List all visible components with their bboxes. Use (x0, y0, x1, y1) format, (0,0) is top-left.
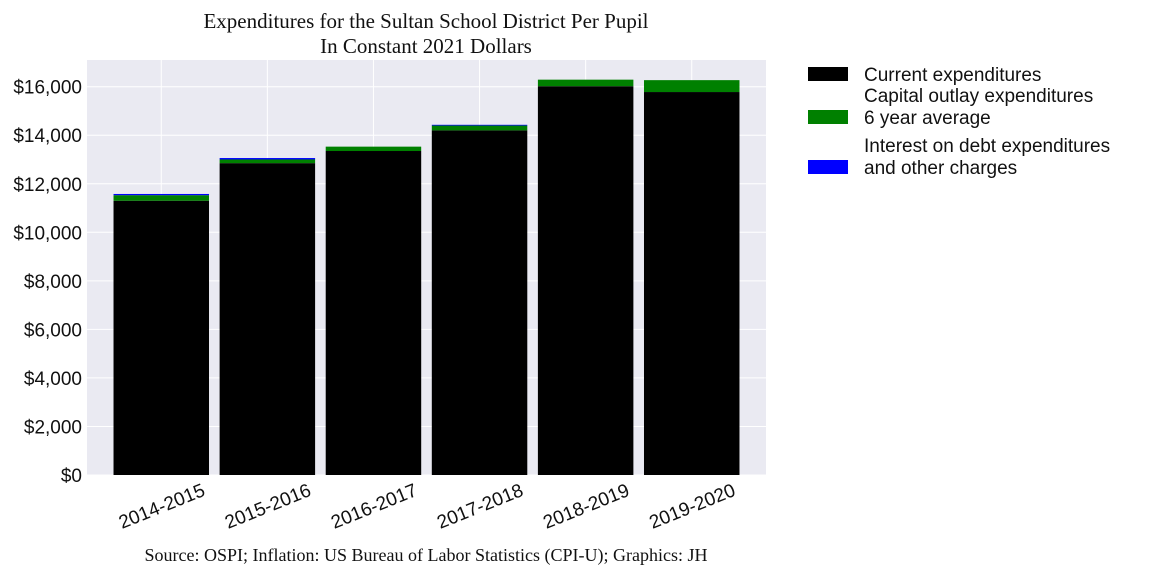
y-tick-label: $6,000 (24, 320, 82, 341)
bar-current-expenditures-2014-2015 (113, 200, 210, 475)
y-tick-label: $16,000 (13, 78, 82, 99)
bar-interest-on-debt-expenditures-2014-2015 (113, 193, 210, 196)
x-tick-label: 2019-2020 (646, 480, 738, 534)
chart-subtitle: In Constant 2021 Dollars (320, 34, 532, 58)
x-axis: 2014-2015 2015-2016 2016-2017 2017-2018 2018… (116, 480, 739, 534)
legend-swatch-current-expenditures (808, 67, 848, 81)
x-tick-label: 2017-2018 (434, 480, 526, 534)
legend-swatch-capital-outlay-expenditures (808, 110, 848, 124)
y-tick-label: $10,000 (13, 223, 82, 244)
bars (113, 79, 740, 476)
bar-capital-outlay-expenditures-2019-2020 (643, 80, 740, 93)
y-axis: $0 $2,000 $4,000 $6,000 $8,000 $10,000 $12,000… (13, 78, 82, 487)
x-tick-label: 2016-2017 (328, 480, 420, 534)
bar-interest-on-debt-expenditures-2017-2018 (431, 124, 528, 126)
bar-interest-on-debt-expenditures-2015-2016 (219, 158, 316, 160)
bar-capital-outlay-expenditures-2017-2018 (431, 125, 528, 131)
x-tick-label: 2014-2015 (116, 480, 208, 534)
y-tick-label: $4,000 (24, 369, 82, 390)
legend-label-current-expenditures: Current expenditures (864, 65, 1041, 86)
legend-label-interest-on-debt-expenditures: Interest on debt expenditures and other c… (864, 136, 1110, 179)
bar-capital-outlay-expenditures-2018-2019 (537, 79, 634, 87)
source-note: Source: OSPI; Inflation: US Bureau of La… (145, 545, 708, 566)
bar-current-expenditures-2016-2017 (325, 151, 422, 475)
bar-current-expenditures-2015-2016 (219, 163, 316, 475)
bar-current-expenditures-2017-2018 (431, 130, 528, 475)
y-tick-label: $14,000 (13, 126, 82, 147)
chart-title: Expenditures for the Sultan School Distr… (203, 9, 648, 33)
y-tick-label: $12,000 (13, 175, 82, 196)
x-tick-label: 2018-2019 (540, 480, 632, 534)
y-tick-label: $0 (61, 466, 82, 487)
y-tick-label: $8,000 (24, 272, 82, 293)
bar-capital-outlay-expenditures-2014-2015 (113, 195, 210, 201)
y-tick-label: $2,000 (24, 417, 82, 438)
bar-current-expenditures-2019-2020 (643, 92, 740, 475)
legend-swatch-interest-on-debt-expenditures (808, 160, 848, 174)
bar-capital-outlay-expenditures-2015-2016 (219, 159, 316, 164)
bar-capital-outlay-expenditures-2016-2017 (325, 146, 422, 152)
x-tick-label: 2015-2016 (222, 480, 314, 534)
bar-current-expenditures-2018-2019 (537, 86, 634, 476)
legend-label-capital-outlay-expenditures: Capital outlay expenditures 6 year averag… (864, 86, 1093, 129)
